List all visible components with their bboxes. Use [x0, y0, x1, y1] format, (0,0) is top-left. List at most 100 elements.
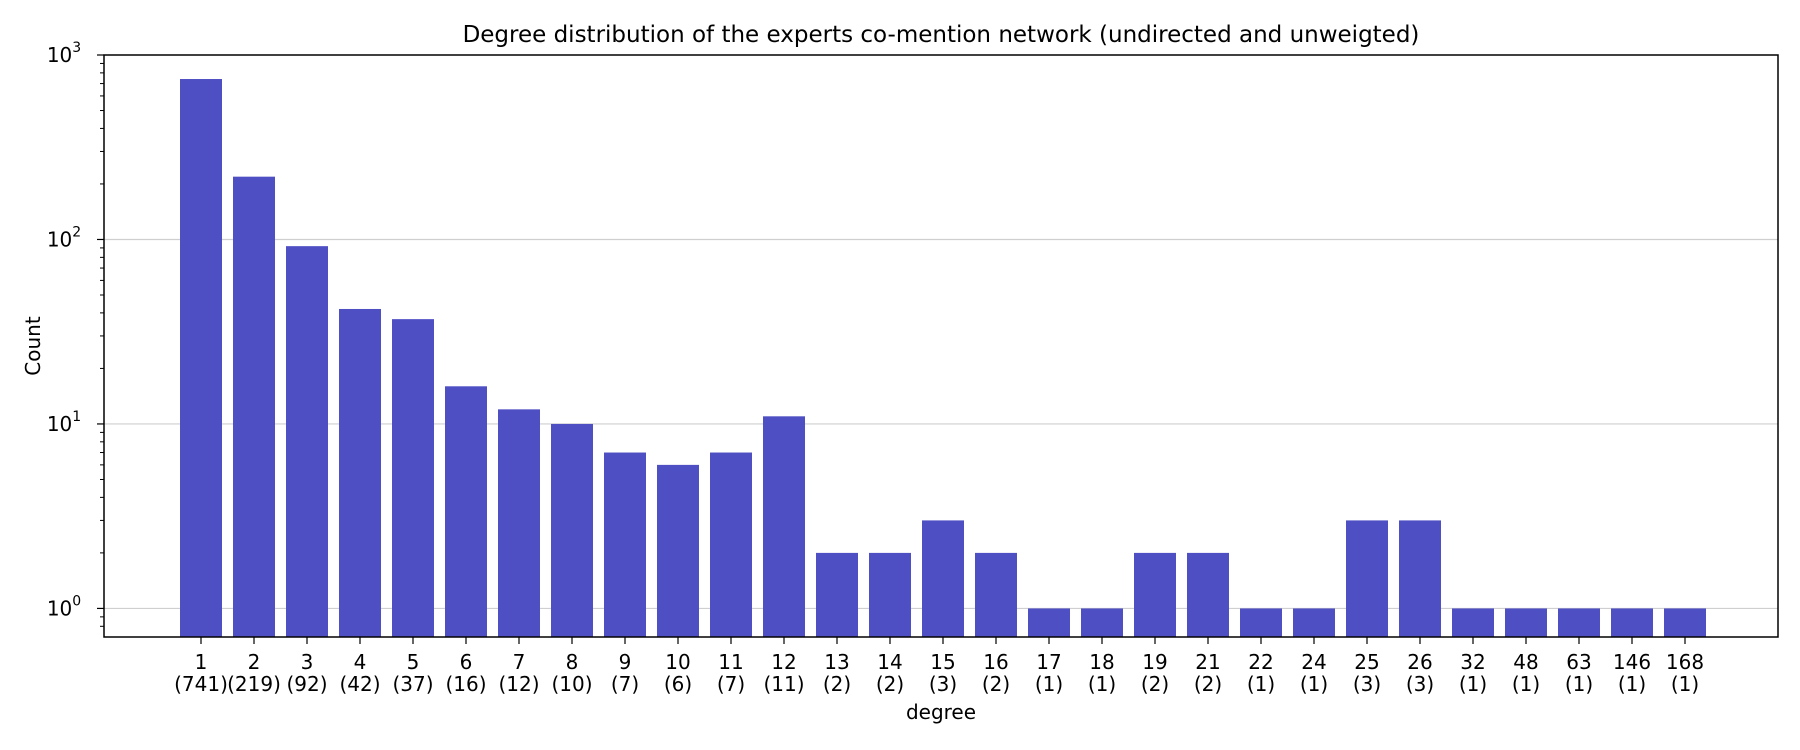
- bars: [180, 79, 1706, 638]
- x-tick-count-label: (1): [1671, 672, 1699, 696]
- x-tick-count-label: (1): [1618, 672, 1646, 696]
- x-tick-count-label: (1): [1088, 672, 1116, 696]
- x-tick-count-label: (7): [611, 672, 639, 696]
- x-tick-label: 22: [1248, 650, 1273, 674]
- bar: [339, 308, 381, 637]
- chart-title: Degree distribution of the experts co-me…: [463, 22, 1420, 48]
- x-tick-label: 9: [619, 650, 632, 674]
- bar: [922, 520, 964, 637]
- y-tick-exponent: 3: [72, 40, 81, 56]
- x-tick-label: 32: [1460, 650, 1485, 674]
- x-tick-count-label: (1): [1565, 672, 1593, 696]
- x-tick-count-label: (1): [1247, 672, 1275, 696]
- x-tick-count-label: (3): [929, 672, 957, 696]
- x-tick-label: 18: [1089, 650, 1114, 674]
- x-tick-count-label: (42): [339, 672, 380, 696]
- x-tick-label: 6: [460, 650, 473, 674]
- y-tick-label: 101: [47, 409, 81, 436]
- x-tick-label: 19: [1142, 650, 1167, 674]
- x-tick-label: 11: [718, 650, 743, 674]
- x-tick-count-label: (1): [1459, 672, 1487, 696]
- x-tick-label: 17: [1036, 650, 1061, 674]
- y-tick-label: 102: [47, 224, 81, 251]
- x-tick-label: 15: [930, 650, 955, 674]
- y-tick-label: 100: [47, 593, 81, 620]
- bar: [1611, 608, 1653, 637]
- x-tick-count-label: (1): [1300, 672, 1328, 696]
- x-tick-label: 2: [248, 650, 261, 674]
- x-tick-count-label: (37): [392, 672, 433, 696]
- bar: [1028, 608, 1070, 637]
- x-tick-count-label: (3): [1406, 672, 1434, 696]
- x-tick-label: 16: [983, 650, 1008, 674]
- bar: [1664, 608, 1706, 637]
- bar: [1293, 608, 1335, 637]
- x-tick-count-label: (741): [174, 672, 228, 696]
- y-axis-label: Count: [21, 316, 45, 376]
- bar: [710, 452, 752, 637]
- x-tick-count-label: (92): [286, 672, 327, 696]
- x-tick-label: 14: [877, 650, 902, 674]
- y-tick-exponent: 2: [72, 224, 81, 240]
- bar: [1081, 608, 1123, 637]
- bar: [498, 409, 540, 637]
- x-tick-label: 146: [1613, 650, 1651, 674]
- x-tick-count-label: (1): [1035, 672, 1063, 696]
- x-tick-label: 24: [1301, 650, 1326, 674]
- x-tick-label: 4: [354, 650, 367, 674]
- plot-frame: [103, 54, 1779, 638]
- x-tick-label: 63: [1566, 650, 1591, 674]
- x-axis-label: degree: [906, 700, 976, 724]
- x-tick-count-label: (7): [717, 672, 745, 696]
- bar: [1134, 552, 1176, 637]
- bar: [1399, 520, 1441, 637]
- x-tick-count-label: (3): [1353, 672, 1381, 696]
- x-tick-label: 3: [301, 650, 314, 674]
- bar: [1240, 608, 1282, 637]
- x-axis-ticks: 1(741)2(219)3(92)4(42)5(37)6(16)7(12)8(1…: [174, 637, 1704, 696]
- bar: [286, 246, 328, 637]
- bar: [1558, 608, 1600, 637]
- bar: [1187, 552, 1229, 637]
- y-tick-base: 10: [47, 412, 72, 436]
- y-tick-label: 103: [47, 40, 81, 67]
- bar: [233, 176, 275, 638]
- y-tick-exponent: 0: [72, 593, 81, 609]
- y-tick-base: 10: [47, 227, 72, 251]
- bar: [180, 79, 222, 638]
- x-tick-label: 13: [824, 650, 849, 674]
- x-tick-label: 5: [407, 650, 420, 674]
- bar: [816, 552, 858, 637]
- x-tick-label: 7: [513, 650, 526, 674]
- x-tick-count-label: (1): [1512, 672, 1540, 696]
- x-tick-label: 26: [1407, 650, 1432, 674]
- bar: [1505, 608, 1547, 637]
- x-tick-label: 1: [195, 650, 208, 674]
- bar: [392, 319, 434, 637]
- bar: [975, 552, 1017, 637]
- x-tick-label: 12: [771, 650, 796, 674]
- x-tick-count-label: (12): [498, 672, 539, 696]
- x-tick-count-label: (10): [551, 672, 592, 696]
- x-tick-count-label: (2): [982, 672, 1010, 696]
- bar: [551, 423, 593, 637]
- x-tick-count-label: (6): [664, 672, 692, 696]
- bar: [445, 386, 487, 637]
- x-tick-label: 48: [1513, 650, 1538, 674]
- x-tick-count-label: (2): [823, 672, 851, 696]
- x-tick-count-label: (11): [763, 672, 804, 696]
- bar: [1346, 520, 1388, 637]
- y-tick-base: 10: [47, 43, 72, 67]
- x-tick-label: 25: [1354, 650, 1379, 674]
- bar: [869, 552, 911, 637]
- bar: [1452, 608, 1494, 637]
- y-tick-exponent: 1: [72, 409, 81, 425]
- y-tick-base: 10: [47, 596, 72, 620]
- x-tick-count-label: (2): [1141, 672, 1169, 696]
- x-tick-label: 21: [1195, 650, 1220, 674]
- x-tick-count-label: (2): [876, 672, 904, 696]
- x-tick-label: 8: [566, 650, 579, 674]
- x-tick-label: 10: [665, 650, 690, 674]
